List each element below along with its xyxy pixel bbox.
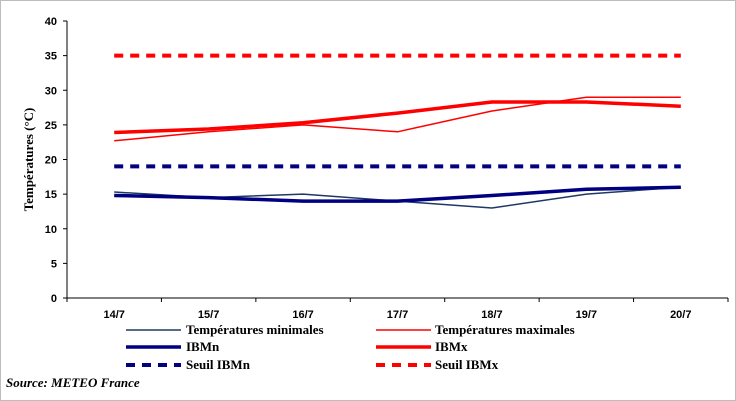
plot-area: 0 5 10 15 20 25 30 35 40 14/7 15/7 16/7 17/7 18/7 19/7… bbox=[21, 16, 729, 321]
y-tick-label-40: 40 bbox=[45, 16, 57, 28]
legend-label-ibmn: IBMn bbox=[186, 339, 220, 354]
x-tick-label-15-7: 15/7 bbox=[198, 309, 219, 321]
y-tick-label-15: 15 bbox=[45, 189, 57, 201]
y-tick-label-5: 5 bbox=[51, 258, 57, 270]
y-tick-label-25: 25 bbox=[45, 120, 57, 132]
y-tick-label-10: 10 bbox=[45, 224, 57, 236]
x-tick-label-19-7: 19/7 bbox=[576, 309, 597, 321]
legend-label-seuil-ibmx: Seuil IBMx bbox=[435, 357, 499, 372]
y-tick-label-0: 0 bbox=[51, 293, 57, 305]
legend-label-temperatures-maximales: Températures maximales bbox=[435, 322, 575, 337]
x-tick-label-14-7: 14/7 bbox=[104, 309, 125, 321]
y-tick-label-30: 30 bbox=[45, 85, 57, 97]
series-line-ibmn bbox=[114, 185, 681, 203]
legend-label-seuil-ibmn: Seuil IBMn bbox=[186, 357, 251, 372]
x-tick-label-20-7: 20/7 bbox=[670, 309, 691, 321]
legend-label-temperatures-minimales: Températures minimales bbox=[186, 322, 324, 337]
x-tick-label-16-7: 16/7 bbox=[292, 309, 313, 321]
legend: Températures minimales Températures maxim… bbox=[126, 322, 575, 372]
x-tick-label-18-7: 18/7 bbox=[481, 309, 502, 321]
legend-label-ibmx: IBMx bbox=[435, 339, 468, 354]
y-tick-label-20: 20 bbox=[45, 155, 57, 167]
y-axis-title: Températures (°C) bbox=[21, 108, 36, 212]
y-tick-label-35: 35 bbox=[45, 51, 57, 63]
series-line-ibmx bbox=[114, 100, 681, 135]
x-tick-label-17-7: 17/7 bbox=[387, 309, 408, 321]
source-note: Source: METEO France bbox=[6, 375, 140, 390]
